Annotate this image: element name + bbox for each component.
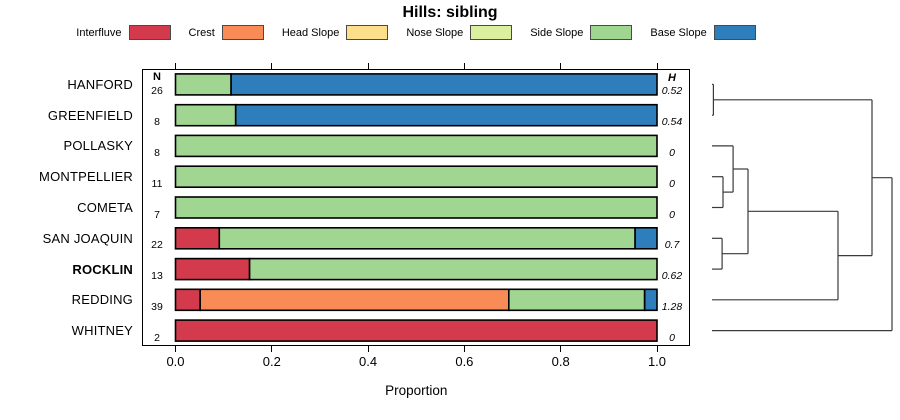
bar-segment-rocklin-side_slope xyxy=(248,257,658,281)
legend-item-nose-slope: Nose Slope xyxy=(406,25,513,40)
bar-segment-san-joaquin-interfluve xyxy=(174,227,221,250)
n-value-san-joaquin: 22 xyxy=(151,239,163,252)
bottom-tick-0.8 xyxy=(560,346,562,352)
legend-label: Head Slope xyxy=(281,26,340,39)
row-label-rocklin: ROCKLIN xyxy=(72,261,133,277)
h-value-cometa: 0 xyxy=(669,208,675,221)
n-value-redding: 39 xyxy=(151,300,163,313)
legend-label: Nose Slope xyxy=(406,26,464,39)
legend-item-interfluve: Interfluve xyxy=(76,25,171,40)
legend: Interfluve Crest Head Slope Nose Slope Side … xyxy=(0,25,832,40)
bar-segment-redding-interfluve xyxy=(174,288,202,312)
side-slope-swatch xyxy=(590,25,633,40)
x-axis-title: Proportion xyxy=(385,383,448,398)
bottom-tick-0.4 xyxy=(367,346,369,352)
top-tick-0.6 xyxy=(463,63,465,69)
legend-item-side-slope: Side Slope xyxy=(530,25,633,40)
bottom-tick-0.0 xyxy=(175,346,176,352)
legend-label: Side Slope xyxy=(530,26,584,39)
bar-segment-san-joaquin-base_slope xyxy=(634,227,658,250)
bar-segment-hanford-side_slope xyxy=(174,73,232,96)
tick-label: 0.0 xyxy=(166,354,185,369)
bar-segment-san-joaquin-side_slope xyxy=(218,227,636,250)
h-value-greenfield: 0.54 xyxy=(661,116,683,129)
bar-segment-montpellier-side_slope xyxy=(174,165,658,188)
row-label-cometa: COMETA xyxy=(77,200,133,215)
n-column-header: N xyxy=(153,71,161,83)
h-value-san-joaquin: 0.7 xyxy=(664,239,680,252)
h-value-pollasky: 0 xyxy=(669,146,675,159)
tick-label: 0.8 xyxy=(551,354,570,369)
top-tick-0.2 xyxy=(271,63,273,69)
bar-segment-greenfield-side_slope xyxy=(174,103,237,127)
h-value-redding: 1.28 xyxy=(661,300,683,313)
bar-segment-redding-side_slope xyxy=(507,288,646,312)
tick-label: 1.0 xyxy=(647,354,667,369)
tick-label: 0.2 xyxy=(262,354,281,369)
bar-segment-cometa-side_slope xyxy=(174,196,658,219)
base-slope-swatch xyxy=(713,25,756,40)
top-tick-0.8 xyxy=(560,63,562,69)
bottom-tick-0.2 xyxy=(271,346,273,352)
nose-slope-swatch xyxy=(470,25,513,40)
bottom-tick-1.0 xyxy=(656,346,658,352)
legend-item-base-slope: Base Slope xyxy=(650,25,756,40)
row-label-whitney: WHITNEY xyxy=(71,323,133,339)
n-value-cometa: 7 xyxy=(154,208,160,221)
dendrogram xyxy=(712,83,893,332)
bar-segment-redding-base_slope xyxy=(643,288,658,312)
h-value-hanford: 0.52 xyxy=(661,85,683,98)
n-value-pollasky: 8 xyxy=(154,146,160,159)
top-tick-0.4 xyxy=(367,63,369,69)
crest-swatch xyxy=(221,25,264,40)
chart-title: Hills: sibling xyxy=(402,4,498,21)
row-label-pollasky: POLLASKY xyxy=(63,138,133,154)
n-value-whitney: 2 xyxy=(154,331,160,344)
h-value-montpellier: 0 xyxy=(669,177,675,190)
n-value-montpellier: 11 xyxy=(151,177,163,190)
n-value-rocklin: 13 xyxy=(151,270,163,283)
bar-segment-rocklin-interfluve xyxy=(174,257,251,281)
top-tick-0.0 xyxy=(175,63,176,69)
bar-segment-greenfield-base_slope xyxy=(234,103,658,127)
interfluve-swatch xyxy=(128,25,171,40)
legend-item-crest: Crest xyxy=(189,25,264,40)
legend-item-head-slope: Head Slope xyxy=(282,25,389,40)
tick-label: 0.4 xyxy=(359,354,378,369)
n-value-greenfield: 8 xyxy=(154,116,160,129)
bottom-tick-0.6 xyxy=(463,346,465,352)
row-label-hanford: HANFORD xyxy=(67,76,133,92)
h-column-header: H xyxy=(668,72,676,84)
row-label-montpellier: MONTPELLIER xyxy=(39,169,133,185)
h-value-rocklin: 0.62 xyxy=(661,270,683,283)
bar-segment-redding-crest xyxy=(199,288,510,312)
legend-label: Interfluve xyxy=(76,26,122,39)
top-tick-1.0 xyxy=(656,63,658,69)
head-slope-swatch xyxy=(346,25,389,40)
row-label-greenfield: GREENFIELD xyxy=(47,107,133,123)
legend-label: Crest xyxy=(188,26,215,39)
n-value-hanford: 26 xyxy=(151,85,163,98)
bar-segment-pollasky-side_slope xyxy=(174,134,658,158)
stacked-bars xyxy=(174,73,658,342)
bar-segment-hanford-base_slope xyxy=(230,73,658,96)
bar-segment-whitney-interfluve xyxy=(174,319,658,342)
legend-label: Base Slope xyxy=(650,26,707,39)
row-label-san-joaquin: SAN JOAQUIN xyxy=(42,230,133,246)
h-value-whitney: 0 xyxy=(669,331,675,344)
tick-label: 0.6 xyxy=(455,354,474,369)
row-label-redding: REDDING xyxy=(71,292,133,308)
